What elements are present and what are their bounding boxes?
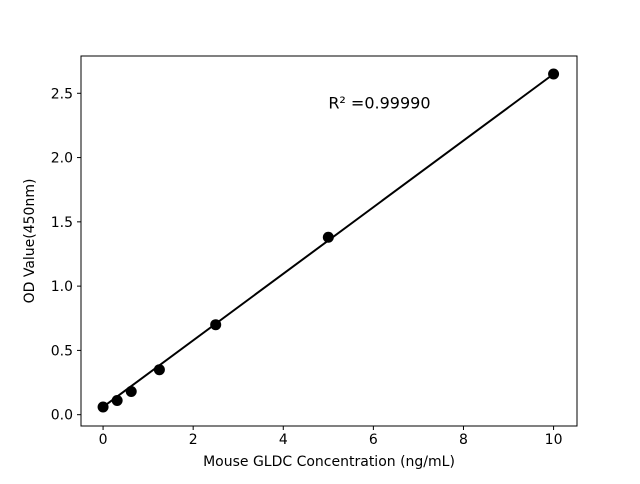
y-axis-label: OD Value(450nm) [22,179,38,304]
x-tick-label: 6 [369,432,378,448]
r-squared-annotation: R² =0.99990 [328,94,430,113]
y-tick-label: 0.0 [51,408,73,424]
data-point [548,68,560,80]
y-tick-label: 0.5 [51,343,73,359]
axes-layer: 0 2 4 6 8 10 0.0 0.5 1.0 1.5 2.0 2.5 [51,55,578,448]
x-tick-label: 4 [279,432,288,448]
data-layer [97,68,560,413]
x-tick-label: 8 [459,432,468,448]
data-point [97,401,109,413]
y-tick-label: 2.5 [51,86,73,102]
x-tick-label: 10 [545,432,563,448]
data-point [210,319,222,331]
x-tick-label: 0 [99,432,108,448]
data-point [111,395,123,407]
x-axis-label: Mouse GLDC Concentration (ng/mL) [203,454,455,470]
data-point [125,386,137,398]
y-tick-label: 2.0 [51,151,73,167]
data-point [322,231,334,243]
x-tick-label: 2 [189,432,198,448]
y-tick-label: 1.5 [51,215,73,231]
y-tick-label: 1.0 [51,279,73,295]
data-point [153,364,165,376]
plot-border [80,55,578,427]
